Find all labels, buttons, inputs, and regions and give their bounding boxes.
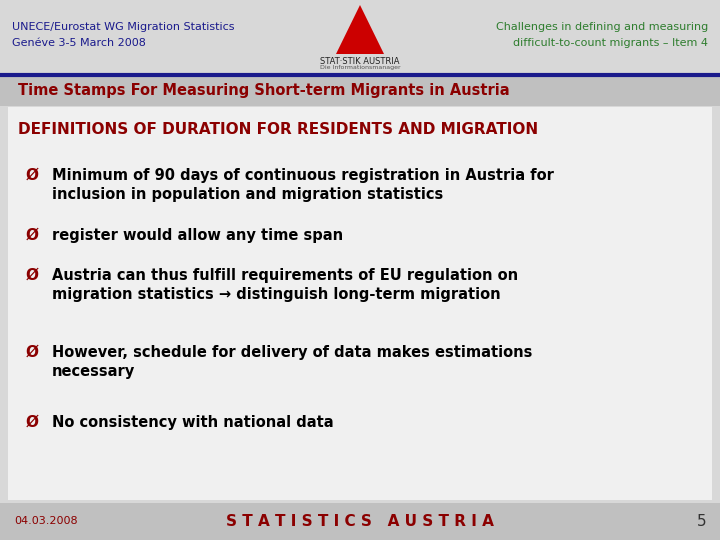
Bar bbox=[0, 0, 720, 75]
Text: However, schedule for delivery of data makes estimations: However, schedule for delivery of data m… bbox=[52, 345, 532, 360]
Text: Ø: Ø bbox=[26, 415, 39, 429]
Text: 5: 5 bbox=[696, 514, 706, 529]
Text: inclusion in population and migration statistics: inclusion in population and migration st… bbox=[52, 187, 444, 202]
Bar bbox=[8, 107, 712, 500]
Text: Minimum of 90 days of continuous registration in Austria for: Minimum of 90 days of continuous registr… bbox=[52, 168, 554, 183]
Text: Ø: Ø bbox=[26, 227, 39, 242]
Text: No consistency with national data: No consistency with national data bbox=[52, 415, 333, 430]
Text: 04.03.2008: 04.03.2008 bbox=[14, 516, 78, 526]
Bar bbox=[0, 503, 720, 540]
Bar bbox=[0, 76, 720, 106]
Text: Ø: Ø bbox=[26, 267, 39, 282]
Text: DEFINITIONS OF DURATION FOR RESIDENTS AND MIGRATION: DEFINITIONS OF DURATION FOR RESIDENTS AN… bbox=[18, 122, 538, 137]
Text: Challenges in defining and measuring: Challenges in defining and measuring bbox=[496, 22, 708, 32]
Text: UNECE/Eurostat WG Migration Statistics: UNECE/Eurostat WG Migration Statistics bbox=[12, 22, 235, 32]
Text: difficult-to-count migrants – Item 4: difficult-to-count migrants – Item 4 bbox=[513, 38, 708, 48]
Text: Ø: Ø bbox=[26, 345, 39, 360]
Text: Time Stamps For Measuring Short-term Migrants in Austria: Time Stamps For Measuring Short-term Mig… bbox=[18, 84, 510, 98]
Text: necessary: necessary bbox=[52, 364, 135, 379]
Polygon shape bbox=[336, 5, 384, 54]
Text: register would allow any time span: register would allow any time span bbox=[52, 228, 343, 243]
Text: STAT·STIK AUSTRIA: STAT·STIK AUSTRIA bbox=[320, 57, 400, 66]
Text: S T A T I S T I C S   A U S T R I A: S T A T I S T I C S A U S T R I A bbox=[226, 514, 494, 529]
Text: Die Informationsmanager: Die Informationsmanager bbox=[320, 65, 400, 70]
Text: Genéve 3-5 March 2008: Genéve 3-5 March 2008 bbox=[12, 38, 146, 48]
Text: migration statistics → distinguish long-term migration: migration statistics → distinguish long-… bbox=[52, 287, 500, 302]
Text: Austria can thus fulfill requirements of EU regulation on: Austria can thus fulfill requirements of… bbox=[52, 268, 518, 283]
Text: Ø: Ø bbox=[26, 167, 39, 183]
